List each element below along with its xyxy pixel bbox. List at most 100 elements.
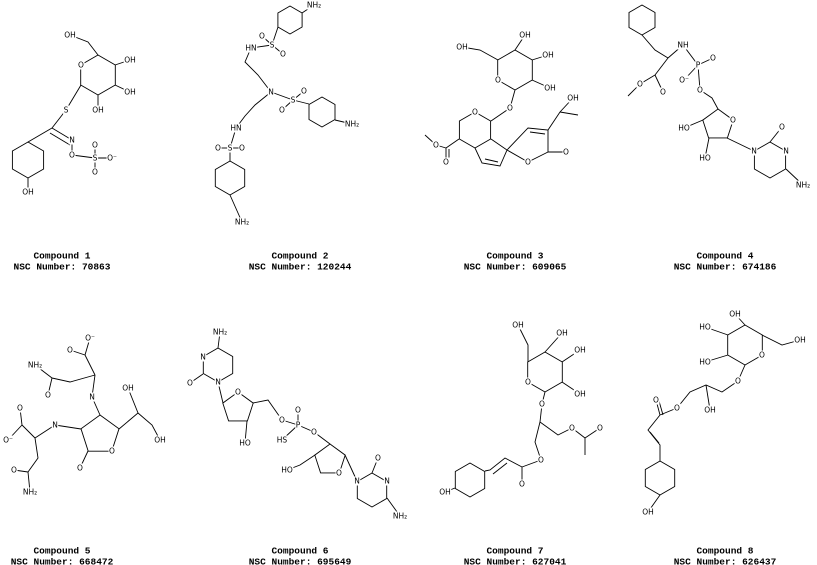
atom-background [310, 427, 318, 437]
atom-label: NH₂ [28, 361, 42, 370]
atom-label: O [301, 87, 307, 96]
bond [51, 127, 73, 141]
atom-label: N [354, 477, 360, 486]
atom-background [121, 383, 135, 393]
atom-label: HN [245, 44, 256, 53]
atom-background [276, 435, 288, 445]
atom-label: O [507, 104, 513, 113]
compound-caption: Compound 4 [696, 251, 753, 262]
compound-caption: Compound 6 [271, 546, 328, 557]
atom-background [51, 420, 59, 430]
atom-label: O [710, 54, 716, 63]
atom-label: O [653, 396, 659, 405]
compound-caption: Compound 2 [271, 251, 328, 262]
atom-background [750, 146, 758, 156]
atom-label: OH [154, 436, 166, 445]
atom-background [734, 376, 742, 386]
atom-label: N [89, 393, 95, 402]
atom-background [758, 350, 766, 360]
atom-label: O [779, 123, 785, 132]
atom-label: NH₂ [796, 181, 810, 190]
atom-label: O [187, 379, 193, 388]
atom-label: O [472, 108, 478, 117]
nsc-number: NSC Number: 668472 [11, 557, 114, 565]
atom-background [214, 143, 222, 153]
atom-background [524, 377, 532, 387]
atom-label: NH₂ [23, 488, 37, 497]
atom-label: O [443, 158, 449, 167]
atom-background [10, 465, 18, 475]
atom-background [123, 55, 137, 65]
atom-background [524, 157, 532, 167]
atom-background [573, 389, 587, 399]
atom-background [695, 60, 702, 70]
atom-background [374, 453, 382, 463]
atom-background [636, 79, 644, 89]
atom-background [244, 43, 258, 53]
atom-background [267, 87, 275, 97]
atom-background [596, 423, 604, 433]
atom-background [77, 60, 85, 70]
nsc-number: NSC Number: 626437 [674, 557, 777, 565]
atom-label: O [539, 400, 545, 409]
ring [458, 111, 492, 149]
atom-label: HN [230, 124, 241, 133]
atom-label: O [519, 480, 525, 489]
atom-label: N [215, 378, 221, 387]
atom-background [518, 479, 526, 489]
atom-background [234, 217, 250, 227]
atom-label: O [11, 466, 17, 475]
atom-background [543, 83, 557, 93]
atom-label: NH₂ [307, 1, 321, 10]
bond [539, 421, 573, 436]
atom-label: O [259, 32, 265, 41]
atom-label: O [17, 404, 23, 413]
atom-background [186, 378, 194, 388]
atom-label: O [67, 346, 73, 355]
bond [235, 91, 272, 129]
atom-label: NH₂ [345, 120, 359, 129]
atom-label: OH [544, 84, 556, 93]
bond [658, 400, 664, 416]
atom-label: HO [699, 323, 711, 332]
compound-caption: Compound 7 [486, 546, 543, 557]
atom-label: HS [277, 436, 288, 445]
atom-background [108, 446, 116, 456]
atom-background [778, 122, 786, 132]
bond [244, 47, 272, 93]
atom-background [506, 103, 514, 113]
atom-background [106, 153, 118, 163]
atom-background [541, 50, 555, 60]
atom-label: N [783, 147, 789, 156]
atom-background [269, 40, 276, 50]
atom-label: O [77, 464, 83, 473]
atom-background [538, 399, 546, 409]
atom-label: OH [794, 336, 806, 345]
atom-label: O [759, 351, 765, 360]
ring [80, 54, 116, 96]
atom-label: O [433, 141, 439, 150]
atom-label: OH [567, 94, 579, 103]
atom-background [238, 143, 246, 153]
bond [654, 57, 669, 76]
ring [80, 414, 120, 452]
atom-label: O [336, 469, 342, 478]
atom-label: O [660, 88, 666, 97]
atom-label: O⁻ [679, 76, 689, 85]
atom-background [295, 420, 302, 430]
atom-label: OH [92, 106, 104, 115]
atom-background [44, 390, 52, 400]
atom-label: NH [677, 41, 688, 50]
bond [547, 97, 574, 131]
atom-label: O⁻ [85, 334, 95, 343]
atom-background [306, 0, 322, 10]
atom-background [696, 85, 704, 95]
atom-label: NH₂ [235, 218, 249, 227]
nsc-number: NSC Number: 674186 [674, 262, 777, 273]
atom-background [537, 455, 545, 465]
atom-label: O [538, 456, 544, 465]
atom-label: OH [64, 31, 76, 40]
